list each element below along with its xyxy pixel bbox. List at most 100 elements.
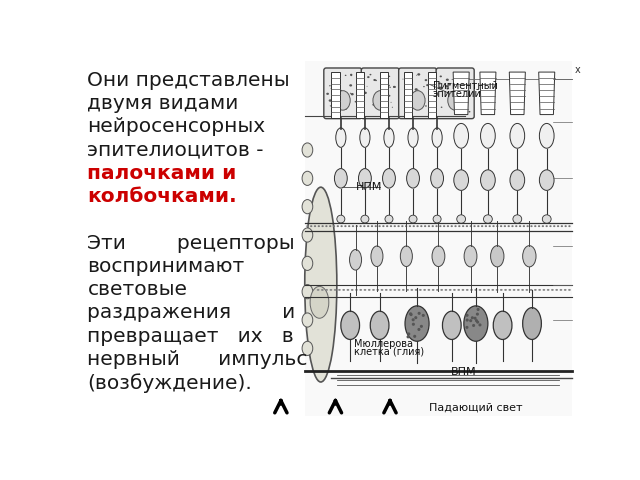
Ellipse shape [492,289,494,291]
Ellipse shape [355,101,356,103]
Ellipse shape [317,289,319,291]
Ellipse shape [523,308,541,339]
Text: нейросенсорных: нейросенсорных [88,117,266,136]
FancyBboxPatch shape [436,68,474,119]
Ellipse shape [423,86,425,87]
Ellipse shape [487,289,490,291]
Ellipse shape [464,306,488,341]
Ellipse shape [352,225,354,227]
Ellipse shape [511,225,514,227]
Ellipse shape [424,79,428,81]
Ellipse shape [346,101,347,103]
Ellipse shape [402,289,404,291]
Bar [305,61,572,416]
Polygon shape [453,72,469,115]
Ellipse shape [452,79,453,80]
Ellipse shape [410,289,413,291]
Polygon shape [509,72,525,115]
Ellipse shape [333,225,335,227]
Ellipse shape [389,289,392,291]
Ellipse shape [382,225,385,227]
Ellipse shape [361,215,369,223]
Ellipse shape [411,99,413,101]
Ellipse shape [447,88,449,90]
Ellipse shape [458,289,460,291]
Ellipse shape [413,335,416,338]
Ellipse shape [335,91,350,110]
Ellipse shape [428,225,430,227]
Ellipse shape [302,341,313,355]
Ellipse shape [406,168,419,188]
Ellipse shape [440,75,442,77]
Ellipse shape [568,289,571,291]
Ellipse shape [517,289,520,291]
Ellipse shape [531,225,532,227]
Ellipse shape [394,86,396,87]
Ellipse shape [457,215,465,223]
Text: (возбуждение).: (возбуждение). [88,373,252,393]
Ellipse shape [410,91,425,110]
Ellipse shape [479,324,481,326]
Text: Падающий свет: Падающий свет [429,402,523,412]
Ellipse shape [423,289,426,291]
Ellipse shape [424,225,426,227]
Ellipse shape [409,312,412,315]
Ellipse shape [371,246,383,266]
Ellipse shape [333,103,334,104]
Ellipse shape [495,289,499,291]
Ellipse shape [481,225,483,227]
Ellipse shape [417,91,419,93]
Ellipse shape [330,289,332,291]
Text: х: х [575,65,580,75]
Text: колбочками.: колбочками. [88,187,237,206]
Ellipse shape [523,225,525,227]
Ellipse shape [470,225,472,227]
Ellipse shape [386,89,388,91]
Ellipse shape [310,225,312,227]
Ellipse shape [360,289,362,291]
Ellipse shape [467,87,468,89]
Ellipse shape [407,332,410,336]
Ellipse shape [302,143,313,157]
Ellipse shape [376,106,378,108]
Ellipse shape [302,285,313,299]
Ellipse shape [538,225,540,227]
Ellipse shape [344,225,347,227]
Ellipse shape [373,91,388,110]
Ellipse shape [460,82,462,84]
Ellipse shape [523,246,536,267]
Ellipse shape [371,225,373,227]
FancyBboxPatch shape [324,68,362,119]
Ellipse shape [384,74,385,75]
Ellipse shape [374,104,377,107]
Ellipse shape [390,225,392,227]
Ellipse shape [470,289,473,291]
Ellipse shape [454,123,468,148]
Ellipse shape [496,225,499,227]
Ellipse shape [463,76,466,78]
Ellipse shape [417,73,420,76]
Ellipse shape [464,246,477,267]
FancyBboxPatch shape [361,68,399,119]
Ellipse shape [376,289,379,291]
Ellipse shape [538,289,541,291]
Ellipse shape [369,74,371,75]
Ellipse shape [342,289,345,291]
Ellipse shape [461,289,464,291]
Ellipse shape [458,225,461,227]
Ellipse shape [378,225,381,227]
Ellipse shape [556,289,558,291]
Ellipse shape [458,103,460,105]
Ellipse shape [468,111,470,112]
Ellipse shape [411,82,412,83]
Ellipse shape [541,225,544,227]
Ellipse shape [433,215,441,223]
Text: ВПМ: ВПМ [451,367,476,377]
Ellipse shape [476,321,479,324]
Ellipse shape [466,225,468,227]
Ellipse shape [474,289,477,291]
Ellipse shape [302,313,313,327]
Ellipse shape [401,246,412,266]
Ellipse shape [409,225,411,227]
Ellipse shape [440,289,443,291]
